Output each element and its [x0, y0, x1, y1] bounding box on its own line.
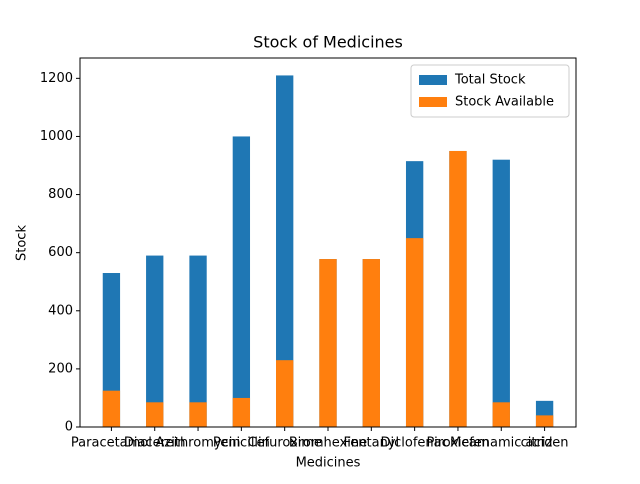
- bar: [362, 259, 380, 427]
- x-tick-label: Diacerein: [124, 436, 186, 451]
- bar: [102, 390, 121, 427]
- legend-label: Total Stock: [454, 73, 526, 88]
- legend-box: [410, 64, 570, 118]
- bar: [146, 255, 164, 427]
- legend-swatch: [419, 75, 447, 85]
- bar: [492, 402, 510, 427]
- y-tick-label: 800: [48, 187, 73, 202]
- x-tick-label: Mefenamic acid: [450, 436, 553, 451]
- x-axis-label: Medicines: [296, 456, 361, 471]
- legend-swatch: [419, 97, 447, 107]
- legend-label: Stock Available: [455, 95, 554, 110]
- bar: [319, 259, 337, 427]
- x-tick-label: Piroxicam: [427, 436, 490, 451]
- y-tick-label: 200: [48, 361, 73, 376]
- x-tick-label: Fentanyl: [344, 436, 400, 451]
- x-tick-label: Paracetamol: [71, 436, 152, 451]
- bar: [102, 273, 121, 427]
- bar: [232, 136, 251, 427]
- x-tick-label: Penicillin: [213, 436, 270, 451]
- x-tick-label: citrizen: [521, 436, 569, 451]
- plot-frame: [79, 57, 577, 428]
- y-tick-label: 1200: [40, 71, 73, 86]
- bar: [535, 415, 554, 427]
- bar: [449, 150, 467, 427]
- x-tick-label: Azithromycin: [156, 436, 241, 451]
- y-tick-label: 1000: [40, 129, 73, 144]
- bar: [189, 402, 207, 427]
- bar: [276, 360, 294, 427]
- y-axis-label: Stock: [15, 225, 30, 261]
- x-tick-label: Bromhexine: [289, 436, 367, 451]
- bar: [146, 402, 164, 427]
- bar: [492, 159, 510, 427]
- y-tick-label: 600: [48, 245, 73, 260]
- y-tick-label: 400: [48, 303, 73, 318]
- bar: [189, 255, 207, 427]
- chart-title: Stock of Medicines: [253, 33, 403, 52]
- x-tick-label: Cefuroxime: [247, 436, 321, 451]
- y-tick-label: 0: [65, 420, 73, 435]
- bar: [276, 75, 294, 427]
- x-tick-label: Diclofenac: [381, 436, 449, 451]
- bar: [405, 238, 424, 427]
- bar: [232, 397, 251, 427]
